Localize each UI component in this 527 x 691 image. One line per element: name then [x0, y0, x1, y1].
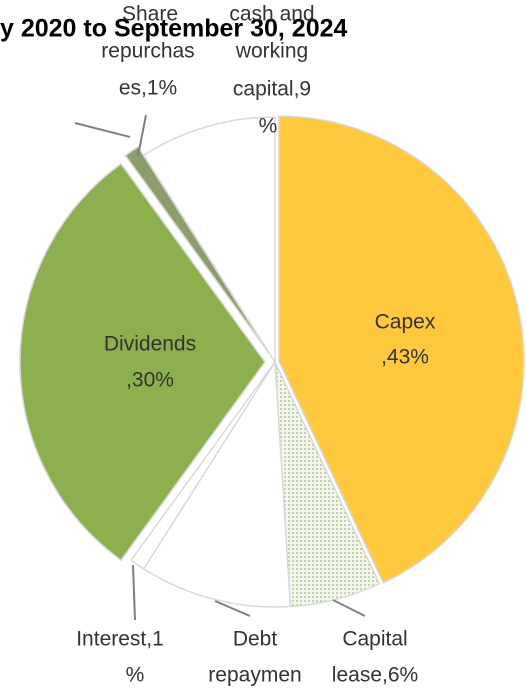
data-label: capital,9: [233, 78, 311, 101]
pie-slice: [142, 116, 276, 365]
pie-slice: [129, 361, 276, 570]
data-label: repurchas: [101, 40, 194, 63]
data-label: cash and: [229, 3, 314, 26]
data-label: %: [126, 664, 145, 687]
pie-slice: [278, 115, 525, 584]
pie-slice: [19, 162, 266, 562]
data-label: Dividends: [104, 333, 196, 356]
data-label: Debt: [233, 628, 278, 651]
data-label: es,1%: [119, 77, 177, 100]
labels: Capex ,43% Capital lease,6% Debt repaymen Inte…: [76, 3, 436, 687]
leader-line: [332, 599, 366, 617]
data-label: Interest,1: [76, 628, 164, 651]
leader-line: [137, 114, 147, 157]
data-label: working: [235, 40, 308, 63]
data-label: Capital: [342, 628, 407, 651]
pie-slice: [124, 145, 271, 355]
leader-line: [132, 564, 136, 621]
data-label: %: [259, 115, 278, 138]
chart-title: y 2020 to September 30, 2024: [0, 15, 348, 43]
data-label: Share: [122, 3, 178, 26]
data-label: ,43%: [381, 346, 429, 369]
leader-line: [74, 122, 131, 138]
data-label: repaymen: [208, 664, 301, 687]
data-label: lease,6%: [332, 664, 418, 687]
data-label: Capex: [375, 311, 436, 334]
pie: [19, 115, 525, 608]
data-label: ,30%: [126, 369, 174, 392]
pie-slice: [142, 359, 292, 608]
leader-line: [214, 600, 251, 617]
